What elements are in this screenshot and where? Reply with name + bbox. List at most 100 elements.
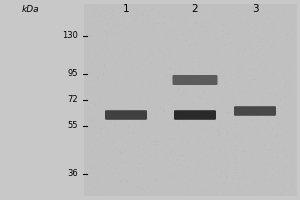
Point [225,117,230,120]
Point [230,12,235,15]
Point [110,121,115,124]
Point [118,180,123,183]
Point [145,123,150,126]
Point [153,99,158,103]
Point [261,148,266,151]
Point [134,59,139,62]
Point [92,68,97,71]
Point [119,14,124,18]
Point [111,90,116,93]
Point [259,123,264,126]
Point [175,33,179,36]
Point [226,165,231,168]
Point [93,68,98,72]
Point [180,170,185,173]
Point [188,96,193,99]
Point [160,59,165,62]
Point [194,158,198,161]
Point [123,36,128,39]
Point [129,9,134,12]
Point [163,163,168,167]
Point [203,128,208,131]
Point [190,82,195,86]
Point [290,101,295,104]
Point [228,182,233,185]
Point [212,36,217,39]
Point [151,100,156,103]
Point [138,94,143,97]
Point [118,114,123,117]
Point [111,184,116,187]
Point [143,143,148,146]
Point [243,152,248,156]
Point [243,149,248,153]
Point [276,134,280,137]
Point [240,45,245,48]
Point [125,130,130,133]
Point [180,28,184,32]
Point [139,154,144,157]
Point [186,49,191,52]
Point [212,82,217,86]
Point [202,90,207,94]
Point [180,170,185,173]
Point [96,140,101,144]
Point [107,12,112,15]
Point [279,177,284,180]
Point [217,6,221,9]
Point [90,65,95,68]
Point [200,169,205,172]
Point [285,191,290,194]
Point [155,49,160,52]
Point [134,121,138,125]
Point [205,65,209,68]
Point [177,50,182,54]
Point [224,111,229,115]
Point [145,151,149,154]
Point [233,78,238,81]
Point [289,66,294,69]
Point [210,68,215,72]
Point [164,130,169,133]
Point [270,57,275,61]
Point [252,103,257,106]
Point [192,109,197,112]
Point [171,16,176,19]
Point [257,189,262,192]
Point [146,181,151,184]
Point [112,147,117,151]
Point [136,16,141,19]
Point [228,148,233,151]
Point [172,30,177,33]
Point [255,67,260,70]
Point [269,85,274,88]
Point [114,86,119,90]
Point [126,42,130,45]
Point [101,72,106,75]
Point [191,82,196,86]
Point [218,138,223,141]
Point [197,96,202,99]
Point [230,112,235,115]
Point [159,122,164,125]
Point [149,189,154,193]
Point [170,146,175,149]
Point [141,187,146,190]
Point [213,189,218,192]
Point [232,51,236,54]
Point [102,121,107,125]
Point [128,42,133,45]
Point [240,21,245,24]
Point [211,101,216,104]
Point [290,75,294,78]
Point [222,175,226,178]
Point [169,24,174,27]
Point [164,143,168,146]
Point [159,98,164,101]
Point [208,156,213,159]
Point [140,88,145,92]
Point [253,125,258,129]
Point [288,66,292,69]
Point [192,29,197,32]
Point [190,106,194,110]
